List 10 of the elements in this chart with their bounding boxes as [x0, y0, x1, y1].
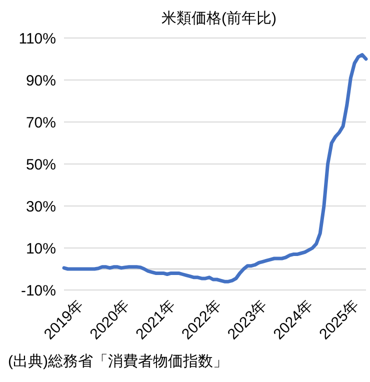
y-tick-label: 50% [26, 156, 56, 174]
line-series [62, 53, 368, 284]
text: (出典)総務省「消費者物価指数」 [8, 352, 229, 371]
y-tick-label: 90% [26, 72, 56, 90]
y-tick-label: 70% [26, 114, 56, 132]
y-tick-label: 10% [26, 240, 56, 258]
y-tick-label: 30% [26, 198, 56, 216]
chart-title: 米類価格(前年比) [160, 9, 278, 29]
y-tick-label: -10% [20, 282, 56, 300]
y-tick-label: 110% [18, 30, 56, 48]
